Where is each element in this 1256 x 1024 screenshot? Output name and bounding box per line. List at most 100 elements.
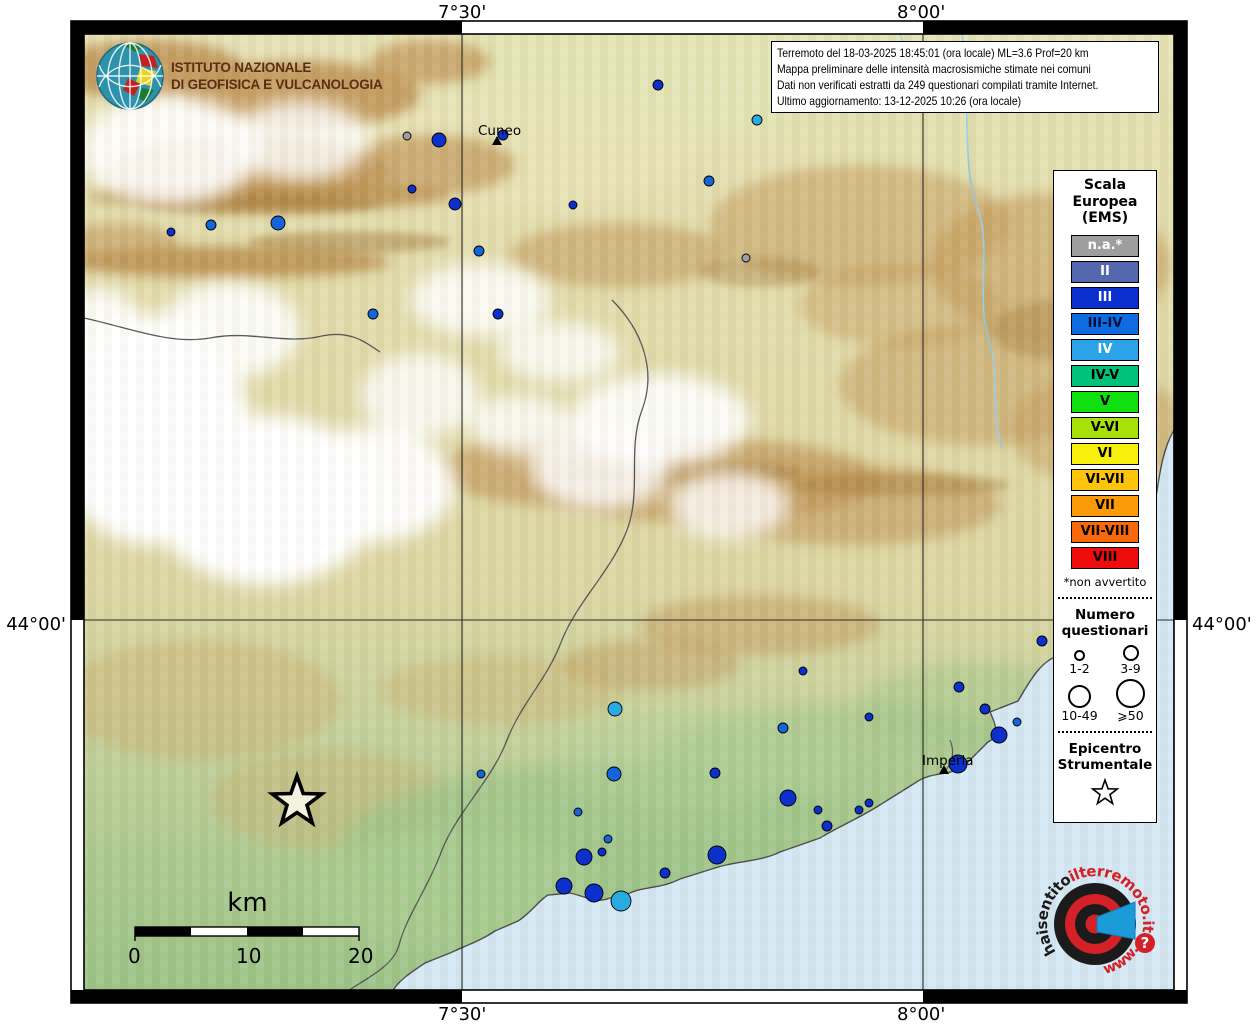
intensity-point [864, 712, 874, 722]
intensity-point [652, 79, 664, 91]
intensity-point [798, 666, 808, 676]
axis-label-top-right: 8°00' [897, 2, 946, 23]
map-terrain [84, 34, 1174, 990]
ems-swatch-viiviii: VII-VIII [1071, 520, 1139, 543]
legend-panel: Scala Europea (EMS) n.a.* II III III-IV IV IV… [1053, 170, 1157, 823]
questionnaire-class-⩾50: ⩾50 [1105, 678, 1156, 723]
intensity-point [777, 722, 789, 734]
ems-swatch-vivii: VI-VII [1071, 468, 1139, 491]
questionnaires-title-line2: questionari [1061, 623, 1149, 639]
intensity-point [979, 703, 991, 715]
intensity-point [606, 766, 622, 782]
ems-swatch-vi: VI [1071, 442, 1139, 465]
intensity-point [575, 848, 593, 866]
intensity-point [205, 219, 217, 231]
intensity-point [568, 200, 578, 210]
legend-title-line1: Scala [1083, 177, 1127, 193]
intensity-point [367, 308, 379, 320]
intensity-point [597, 847, 607, 857]
epicenter-title-line2: Strumentale [1057, 757, 1153, 773]
questionnaire-class-label: ⩾50 [1117, 707, 1144, 723]
intensity-point [497, 129, 509, 141]
axis-label-bottom-left: 7°30' [438, 1004, 487, 1024]
legend-title-line3: (EMS) [1081, 210, 1129, 226]
axis-label-bottom-right: 8°00' [897, 1004, 946, 1024]
question-mark: ? [1141, 934, 1150, 952]
intensity-point [821, 820, 833, 832]
questionnaire-class-label: 1-2 [1069, 660, 1090, 676]
legend-title-line2: Europea [1072, 193, 1138, 210]
axis-label-top-left: 7°30' [438, 2, 487, 23]
intensity-points [166, 79, 1048, 912]
intensity-point [990, 726, 1008, 744]
intensity-point [607, 701, 623, 717]
epicenter-title-line1: Epicentro [1068, 740, 1142, 757]
intensity-point [603, 834, 613, 844]
intensity-point [703, 175, 715, 187]
city-marker-cuneo [492, 136, 502, 145]
epicenter-star-icon [267, 770, 327, 828]
intensity-point [473, 245, 485, 257]
ems-swatch-ivv: IV-V [1071, 364, 1139, 387]
ems-swatch-iv: IV [1071, 338, 1139, 361]
intensity-point [584, 883, 604, 903]
ingv-globe-logo [96, 42, 164, 110]
intensity-point [270, 215, 286, 231]
city-label-imperia: Imperia [922, 753, 974, 769]
ingv-name-line2: DI GEOFISICA E VULCANOLOGIA [171, 77, 383, 92]
intensity-point [476, 769, 486, 779]
city-marker-imperia [939, 765, 949, 774]
questionnaire-class-1-2: 1-2 [1054, 644, 1105, 676]
legend-separator [1058, 730, 1152, 733]
ems-swatch-viii: VIII [1071, 546, 1139, 569]
ingv-name-line1: ISTITUTO NAZIONALE [171, 60, 312, 75]
axis-label-right: 44°00' [1192, 614, 1252, 635]
ems-swatch-iii: III [1071, 286, 1139, 309]
scalebar-tick-20: 20 [348, 944, 374, 968]
intensity-point [813, 805, 823, 815]
ems-swatch-vvi: V-VI [1071, 416, 1139, 439]
intensity-point [1012, 717, 1022, 727]
scalebar-tick-0: 0 [128, 944, 141, 968]
info-line-maptype: Mappa preliminare delle intensità macros… [777, 62, 1091, 76]
scale-bar [134, 926, 360, 941]
intensity-point [741, 253, 751, 263]
intensity-point [402, 131, 412, 141]
intensity-point [1036, 635, 1048, 647]
intensity-point [555, 877, 573, 895]
info-line-source: Dati non verificati estratti da 249 ques… [777, 78, 1099, 92]
info-line-event: Terremoto del 18-03-2025 18:45:01 (ora l… [777, 46, 1089, 60]
ems-swatch-ii: II [1071, 260, 1139, 283]
intensity-point [166, 227, 176, 237]
map-frame [70, 20, 1188, 1004]
city-label-cuneo: Cuneo [478, 123, 522, 139]
ems-swatch-na: n.a.* [1071, 234, 1139, 257]
ems-swatch-vii: VII [1071, 494, 1139, 517]
intensity-point [709, 767, 721, 779]
scalebar-title: km [227, 888, 268, 918]
ingv-brand: ISTITUTO NAZIONALE DI GEOFISICA E VULCAN… [95, 42, 383, 110]
intensity-point [659, 867, 671, 879]
intensity-point [751, 114, 763, 126]
intensity-point [492, 308, 504, 320]
legend-footnote: *non avvertito [1063, 574, 1147, 589]
axis-label-left: 44°00' [6, 614, 66, 635]
intensity-point [864, 798, 874, 808]
epicenter-star-key-icon [1090, 777, 1120, 805]
intensity-point [431, 132, 447, 148]
ems-swatch-v: V [1071, 390, 1139, 413]
questionnaire-class-label: 10-49 [1061, 707, 1098, 723]
questionnaires-title-line1: Numero [1074, 606, 1136, 623]
intensity-point [407, 184, 417, 194]
ems-scale: n.a.* II III III-IV IV IV-V V V-VI VI VI-VII VII VI… [1054, 234, 1156, 569]
intensity-point [953, 681, 965, 693]
legend-separator [1058, 596, 1152, 599]
intensity-point [707, 845, 727, 865]
intensity-point [448, 197, 462, 211]
intensity-point [573, 807, 583, 817]
info-line-updated: Ultimo aggiornamento: 13-12-2025 10:26 (… [777, 94, 1022, 108]
event-info-box: Terremoto del 18-03-2025 18:45:01 (ora l… [771, 41, 1159, 113]
scalebar-tick-10: 10 [236, 944, 262, 968]
intensity-point [948, 754, 968, 774]
